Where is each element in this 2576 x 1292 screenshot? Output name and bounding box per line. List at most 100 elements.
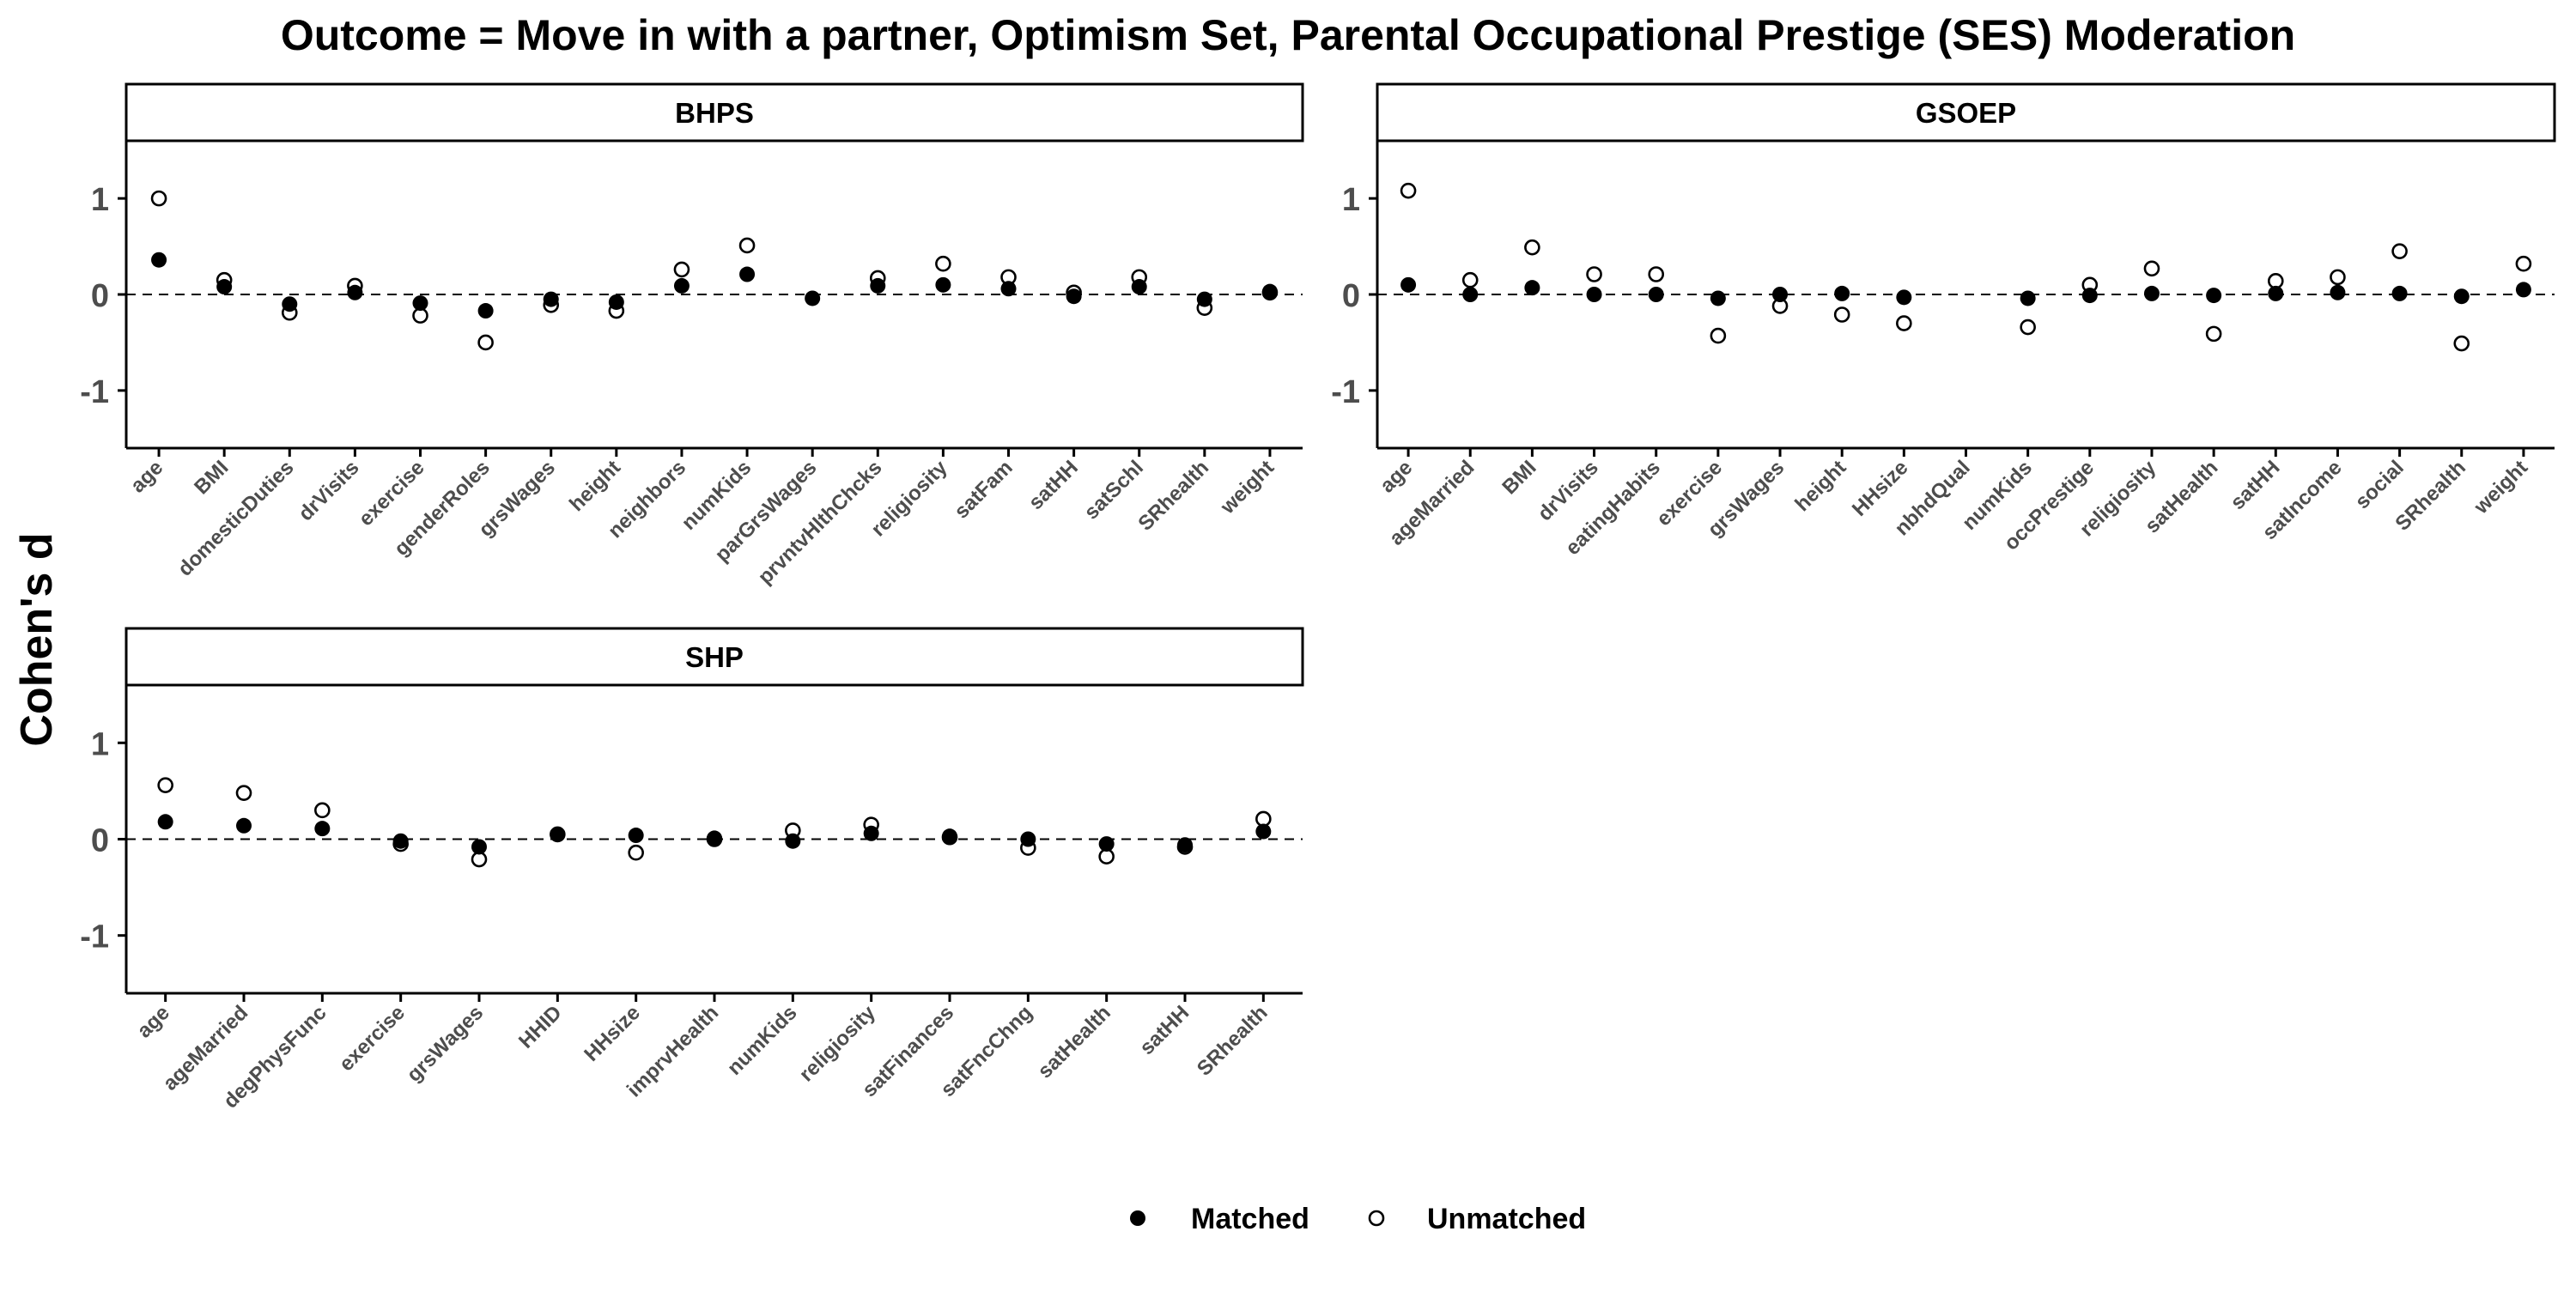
x-tick-label: satHH (2226, 456, 2284, 514)
x-tick-label: age (1376, 456, 1417, 497)
x-tick-label: satFam (950, 456, 1018, 524)
matched-point (1648, 287, 1664, 302)
legend-item-unmatched: Unmatched (1368, 1203, 1586, 1235)
matched-point (216, 279, 233, 295)
matched-point (1462, 287, 1479, 302)
matched-point (870, 277, 886, 294)
x-tick-label: SRhealth (1193, 1001, 1273, 1081)
unmatched-point (1400, 182, 1417, 199)
matched-point (2143, 285, 2160, 301)
unmatched-point (235, 785, 252, 801)
unmatched-point (477, 334, 494, 351)
matched-point (1066, 288, 1082, 305)
legend-item-matched: Matched (1130, 1203, 1309, 1235)
matched-point (942, 828, 957, 845)
x-tick-label: age (126, 456, 167, 497)
matched-point (1896, 289, 1912, 306)
matched-point (1400, 276, 1417, 293)
panel-strip (125, 82, 1304, 143)
matched-point (608, 294, 624, 310)
x-tick-label: weight (2470, 456, 2533, 519)
unmatched-point (738, 237, 756, 254)
matched-point (2206, 288, 2222, 304)
matched-point (471, 839, 487, 855)
x-tick-label: satHH (1024, 456, 1083, 514)
matched-point (2268, 285, 2284, 301)
matched-point (236, 817, 252, 834)
x-tick-label: prvntvHlthChcks (754, 456, 887, 589)
matched-point (1524, 280, 1540, 296)
matched-point (1177, 837, 1193, 853)
matched-point (2391, 285, 2408, 301)
matched-point (1131, 279, 1147, 295)
matched-point (1586, 287, 1602, 302)
x-tick-label: numKids (723, 1001, 802, 1080)
legend: Matched Unmatched (1130, 1203, 1586, 1235)
x-tick-label: SRhealth (1133, 456, 1213, 536)
matched-point (673, 277, 690, 294)
matched-point (477, 303, 494, 319)
panel-strip-label: SHP (685, 641, 744, 673)
matched-point (1834, 285, 1850, 301)
y-tick-label: -1 (1331, 374, 1360, 410)
matched-point (282, 296, 298, 312)
x-tick-label: height (565, 456, 625, 516)
matched-point (1196, 291, 1212, 307)
x-tick-label: BMI (190, 456, 233, 499)
x-tick-label: satHH (1135, 1001, 1194, 1059)
matched-point (628, 828, 644, 844)
y-tick-label: 0 (1342, 278, 1360, 314)
y-tick-label: 1 (1342, 182, 1360, 218)
y-tick-label: 0 (91, 823, 109, 859)
x-tick-label: religiosity (795, 1001, 881, 1087)
unmatched-point (1833, 306, 1850, 323)
matched-point (2515, 282, 2531, 298)
unmatched-point (2143, 260, 2160, 277)
unmatched-point (2330, 269, 2346, 286)
panel-strip-label: BHPS (675, 97, 754, 129)
unmatched-point (1896, 315, 1912, 331)
chart-title: Outcome = Move in with a partner, Optimi… (281, 11, 2295, 59)
unmatched-point (2020, 318, 2036, 336)
matched-point (1000, 281, 1017, 297)
matched-point (1255, 823, 1272, 840)
matched-point (863, 825, 879, 841)
matched-point (785, 833, 801, 849)
x-tick-label: BMI (1498, 456, 1540, 499)
y-tick-label: 1 (91, 182, 109, 218)
unmatched-point (1461, 271, 1479, 288)
matched-point (1020, 831, 1036, 847)
x-tick-label: age (133, 1001, 174, 1042)
legend-key-unmatched (1368, 1210, 1385, 1227)
x-tick-label: satSchl (1080, 456, 1148, 524)
matched-point (2330, 284, 2346, 300)
matched-point (2020, 290, 2036, 306)
matched-point (550, 826, 566, 842)
matched-point (1772, 287, 1789, 302)
matched-point (2453, 288, 2470, 305)
matched-point (2081, 288, 2098, 304)
matched-point (1098, 836, 1115, 852)
y-axis-label: Cohen's d (12, 532, 62, 746)
unmatched-point (2391, 243, 2408, 259)
x-tick-label: domesticDuties (173, 456, 298, 580)
unmatched-point (314, 802, 331, 819)
unmatched-point (935, 255, 951, 272)
unmatched-point (673, 261, 690, 278)
matched-point (392, 833, 409, 849)
unmatched-point (2453, 335, 2470, 352)
x-tick-label: grsWages (403, 1001, 489, 1087)
x-tick-label: height (1790, 456, 1850, 516)
y-tick-label: 0 (91, 278, 109, 314)
unmatched-point (1710, 327, 1727, 344)
matched-point (935, 276, 951, 293)
matched-point (1261, 283, 1278, 300)
legend-key-matched (1130, 1210, 1145, 1226)
panel-strip (1376, 82, 2556, 143)
panel-strip-label: GSOEP (1916, 97, 2016, 129)
legend-label: Unmatched (1427, 1203, 1586, 1235)
